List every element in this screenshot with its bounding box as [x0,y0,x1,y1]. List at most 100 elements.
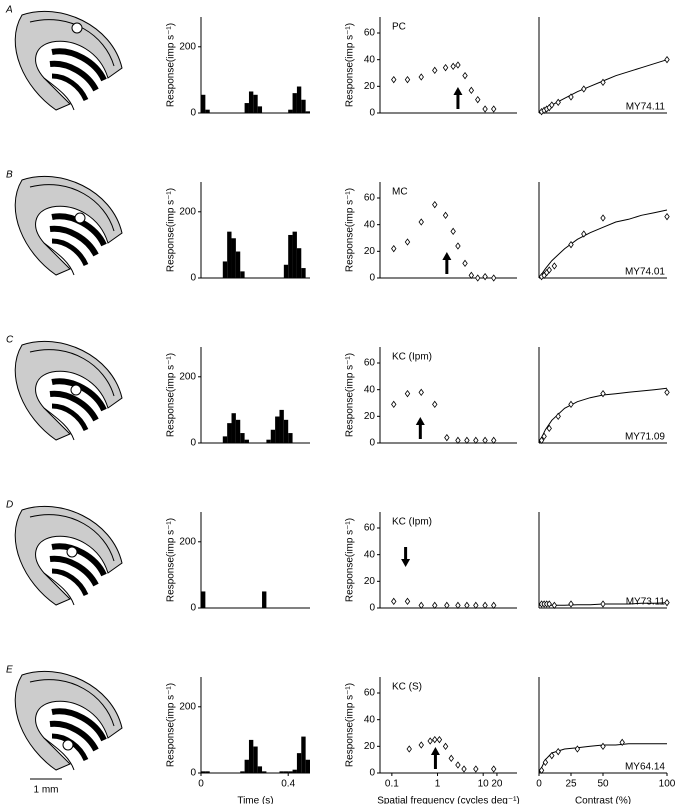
data-point [600,78,606,87]
histogram-bar [296,248,302,278]
histogram-bar [292,93,297,113]
data-point [455,761,461,769]
y-tick-label: 40 [364,219,376,230]
data-point [568,240,574,249]
y-tick-label: 40 [364,54,376,65]
x-tick-label: 10 [478,779,490,790]
y-tick-label: 20 [364,576,376,587]
y-tick-label: 20 [364,81,376,92]
x-tick-label: 0.4 [281,779,295,790]
histogram-bar [257,106,263,113]
histogram-bar [235,251,241,278]
histogram-bar [275,416,280,443]
y-tick-label: 20 [364,246,376,257]
data-point [555,412,561,421]
data-point [448,754,454,763]
recording-site [62,739,74,751]
y-tick-label: 0 [190,768,196,779]
histogram-bar [288,234,293,278]
histogram-bar [253,746,258,773]
data-point [538,436,545,445]
data-point [491,274,497,282]
histogram-bar [201,591,206,608]
y-axis-label: Response(imp s⁻¹) [166,353,177,437]
specimen-label: MY74.11 [626,102,666,113]
data-point [568,600,574,608]
data-point [455,436,461,445]
x-tick-label: 0 [198,779,204,790]
data-point [404,389,411,398]
histogram-bar [305,759,310,773]
data-point [473,765,479,773]
x-tick-label: 50 [597,779,609,790]
data-point [482,272,488,281]
specimen-label: MY64.14 [625,762,665,773]
scale-bar-label: 1 mm [34,785,59,796]
histogram-bar [279,771,284,773]
data-point [475,274,481,282]
x-tick-label: 20 [491,779,503,790]
brain-diagram [15,11,122,110]
data-point [482,601,488,610]
y-tick-label: 60 [364,358,376,369]
y-tick-label: 0 [369,438,375,449]
histogram-bar [231,238,236,278]
data-point [600,600,606,608]
y-tick-label: 200 [179,536,196,547]
y-tick-label: 0 [190,438,196,449]
y-tick-label: 200 [179,41,196,52]
y-axis-label: Response(imp s⁻¹) [166,683,177,767]
data-point [418,601,424,610]
cell-class-label: KC (S) [392,682,422,693]
data-point [418,388,424,397]
data-point [461,765,467,773]
y-tick-label: 0 [369,768,375,779]
panel-letter: C [6,335,14,346]
data-point [568,400,574,409]
data-point [491,436,497,445]
data-point [455,242,461,250]
panel-letter: E [6,665,13,676]
y-tick-label: 0 [369,108,375,119]
data-point [404,597,411,606]
data-point [391,597,397,606]
x-tick-label: 0 [536,779,542,790]
data-point [600,214,606,222]
brain-diagram [15,671,122,770]
data-point [418,741,424,749]
data-point [432,735,438,744]
histogram-bar [296,86,302,113]
data-point [664,598,670,607]
histogram-bar [248,739,254,773]
y-axis-label: Response(imp s⁻¹) [345,518,356,602]
histogram-bar [292,231,297,278]
y-axis-label: Response(imp s⁻¹) [345,683,356,767]
recording-site [66,546,78,558]
y-tick-label: 40 [364,384,376,395]
histogram-bar [283,264,289,278]
recording-site [71,22,83,34]
data-point [473,601,479,610]
data-point [574,745,581,753]
histogram-bar [231,413,236,443]
x-tick-label: 100 [659,779,676,790]
y-tick-label: 40 [364,714,376,725]
histogram-bar [222,436,228,443]
data-point [473,436,479,445]
data-point [391,244,397,253]
data-point [450,227,456,236]
histogram-bar [292,769,297,773]
data-point [432,400,438,409]
data-point [432,66,438,75]
data-point [391,400,397,409]
histogram-bar [288,433,293,443]
data-point [442,742,449,751]
data-point [549,751,555,760]
arrow-head [453,87,463,95]
histogram-bar [244,103,249,113]
histogram-bar [222,261,228,278]
y-tick-label: 0 [190,108,196,119]
arrow-head [442,252,452,260]
y-tick-label: 60 [364,688,376,699]
y-tick-label: 0 [369,273,375,284]
